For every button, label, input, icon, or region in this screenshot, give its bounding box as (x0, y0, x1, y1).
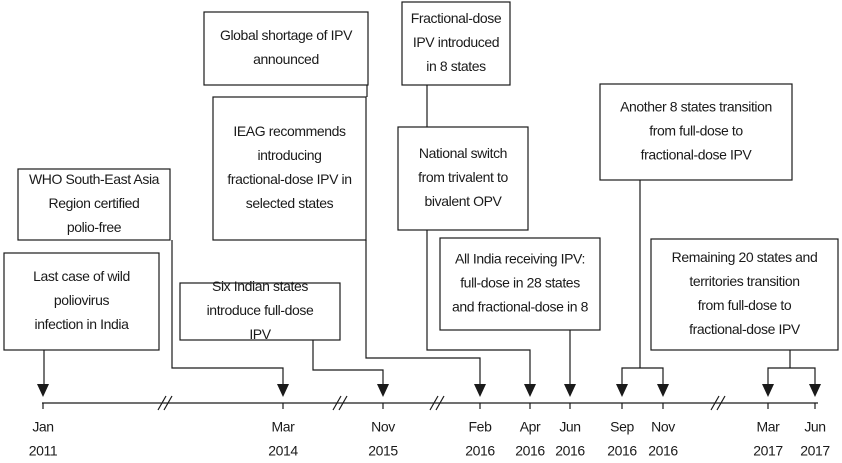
date-year: 2016 (555, 443, 585, 459)
box (3, 252, 160, 351)
event-box: Global shortage of IPV announced (203, 11, 369, 86)
event-text: and fractional-dose in 8 (452, 299, 589, 315)
arrow-head (762, 384, 774, 397)
event-text: Fractional-dose (411, 10, 502, 26)
date-year: 2017 (753, 443, 783, 459)
event-text: WHO South-East Asia (29, 171, 160, 187)
event-text: Last case of wild (33, 268, 130, 284)
connector (171, 240, 284, 390)
event-text: infection in India (35, 316, 130, 332)
event-text: from full-dose to (698, 297, 792, 313)
connector (767, 367, 816, 390)
event-text: bivalent OPV (425, 193, 503, 209)
date-year: 2016 (465, 443, 495, 459)
event-text: All India receiving IPV: (455, 251, 585, 267)
date-year: 2016 (648, 443, 678, 459)
event-text: Region certified (49, 195, 140, 211)
date-year: 2016 (607, 443, 637, 459)
event-text: introduce full-dose (207, 302, 314, 318)
arrow-head (37, 384, 49, 397)
box (650, 238, 839, 351)
event-text: fractional-dose IPV in (227, 171, 351, 187)
event-box: Remaining 20 states and territories trans… (650, 238, 839, 351)
box (599, 83, 793, 181)
event-box: Six Indian states introduce full-dose IPV (179, 278, 341, 342)
event-text: announced (253, 51, 319, 67)
date-month: Jan (32, 419, 53, 435)
arrow-head (377, 384, 389, 397)
date-month: Nov (371, 419, 395, 435)
arrow-head (474, 384, 486, 397)
arrow-head (657, 384, 669, 397)
box (212, 96, 367, 241)
event-text: National switch (419, 145, 507, 161)
connector (312, 340, 384, 390)
event-text: IEAG recommends (233, 123, 346, 139)
event-text: introducing (257, 147, 321, 163)
date-month: Jun (804, 419, 825, 435)
box (439, 237, 601, 331)
arrow-head (524, 384, 536, 397)
event-box: Last case of wild poliovirus infection in … (3, 252, 160, 351)
event-box: Another 8 states transition from full-dos… (599, 83, 793, 181)
event-text: selected states (246, 195, 334, 211)
event-text: IPV (249, 326, 271, 342)
date-month: Mar (272, 419, 296, 435)
event-box: Fractional-dose IPV introduced in 8 states (401, 1, 511, 86)
event-text: IPV introduced (413, 34, 499, 50)
date-month: Apr (520, 419, 541, 435)
connector (621, 367, 664, 390)
event-text: from trivalent to (418, 169, 508, 185)
event-text: from full-dose to (649, 123, 743, 139)
date-year: 2016 (515, 443, 545, 459)
date-month: Mar (757, 419, 781, 435)
arrow-head (564, 384, 576, 397)
date-year: 2015 (368, 443, 398, 459)
event-text: full-dose in 28 states (460, 275, 580, 291)
arrow-head (809, 384, 821, 397)
connectors (42, 85, 818, 411)
date-year: 2011 (29, 443, 58, 459)
event-text: fractional-dose IPV (689, 321, 801, 337)
box (17, 168, 171, 241)
date-month: Jun (559, 419, 580, 435)
date-year: 2017 (800, 443, 830, 459)
box (397, 126, 529, 231)
arrow-head (277, 384, 289, 397)
event-text: Global shortage of IPV (220, 27, 353, 43)
date-month: Nov (651, 419, 675, 435)
connector (365, 240, 481, 390)
event-text: Six Indian states (212, 278, 308, 294)
box (203, 11, 369, 86)
arrow-head (616, 384, 628, 397)
event-text: polio-free (67, 219, 122, 235)
event-text: in 8 states (426, 58, 486, 74)
event-box: All India receiving IPV: full-dose in 28 … (439, 237, 601, 331)
event-box: IEAG recommends introducing fractional-dos… (212, 96, 367, 241)
axis-break (157, 395, 726, 411)
date-month: Sep (610, 419, 634, 435)
event-text: territories transition (689, 273, 799, 289)
event-text: Another 8 states transition (620, 99, 772, 115)
event-box: National switch from trivalent to bivalent… (397, 126, 529, 231)
event-text: poliovirus (54, 292, 110, 308)
connector (426, 230, 531, 390)
event-box: WHO South-East Asia Region certified polio… (17, 168, 171, 241)
event-text: fractional-dose IPV (641, 147, 753, 163)
date-year: 2014 (268, 443, 298, 459)
box (401, 1, 511, 86)
date-month: Feb (469, 419, 493, 435)
box (179, 282, 341, 341)
event-text: Remaining 20 states and (672, 249, 818, 265)
